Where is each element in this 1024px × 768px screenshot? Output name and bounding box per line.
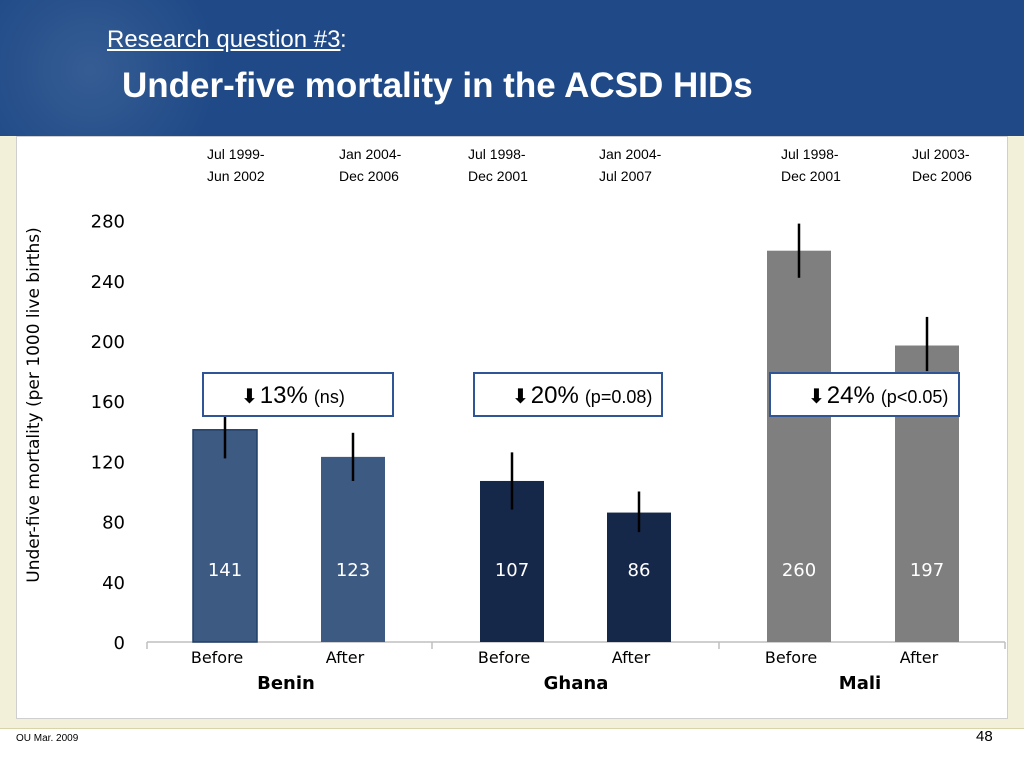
y-tick-label: 200 [91,332,125,353]
right-side-band [1008,136,1024,728]
down-arrow-icon: ⬇ [512,384,529,408]
slide-header [0,0,1024,200]
change-annotation-box [769,372,960,417]
bottom-band [0,719,1024,729]
data-label: 141 [208,560,242,581]
percent-change: 20% [531,382,579,409]
period-end: Jun 2002 [207,168,265,184]
footer-date: OU Mar. 2009 [16,733,79,744]
x-tick-label: Before [191,648,243,667]
y-axis-label: Under-five mortality (per 1000 live birt… [24,227,44,583]
bar-benin-before [192,429,258,643]
significance-note: (p<0.05) [881,387,949,407]
y-tick-label: 240 [91,272,125,293]
significance-note: (ns) [314,387,345,407]
change-annotation-text: ⬇20% (p=0.08) [512,382,652,409]
period-end: Dec 2006 [912,168,972,184]
period-end: Dec 2001 [468,168,528,184]
y-tick-label: 280 [91,212,125,233]
period-start: Jul 1999- [207,146,265,162]
country-label: Mali [839,673,881,694]
data-label: 123 [336,560,370,581]
percent-change: 13% [260,382,308,409]
data-label: 260 [782,560,816,581]
bar-ghana-after [607,512,671,642]
bar-chart: Under-five mortality (per 1000 live birt… [24,146,1006,694]
country-label: Ghana [544,673,609,694]
period-end: Dec 2006 [339,168,399,184]
left-side-band [0,136,16,728]
change-annotation-text: ⬇13% (ns) [241,382,345,409]
down-arrow-icon: ⬇ [241,384,258,408]
chart-frame: Under-five mortality (per 1000 live birt… [16,136,1008,719]
x-tick-label: After [326,648,365,667]
period-start: Jul 1998- [468,146,526,162]
change-annotation-box [202,372,394,417]
bar-benin-after [321,456,385,642]
slide-number: 48 [976,728,993,745]
period-end: Dec 2001 [781,168,841,184]
data-label: 197 [910,560,944,581]
slide-title: Under-five mortality in the ACSD HIDs [122,66,753,105]
period-start: Jul 2003- [912,146,970,162]
period-start: Jan 2004- [339,146,402,162]
research-question-colon: : [340,26,347,53]
bar-mali-before [767,250,831,642]
y-tick-label: 40 [102,573,125,594]
change-annotation-box [473,372,663,417]
x-tick-label: Before [478,648,530,667]
down-arrow-icon: ⬇ [808,384,825,408]
x-tick-label: Before [765,648,817,667]
significance-note: (p=0.08) [585,387,653,407]
footer-divider [0,728,1024,729]
x-tick-label: After [900,648,939,667]
y-tick-label: 120 [91,452,125,473]
x-tick-label: After [612,648,651,667]
change-annotation-text: ⬇24% (p<0.05) [808,382,948,409]
period-end: Jul 2007 [599,168,652,184]
y-tick-label: 160 [91,392,125,413]
y-tick-label: 80 [102,513,125,534]
research-question-link[interactable]: Research question #3 [107,26,341,53]
data-label: 107 [495,560,529,581]
period-start: Jul 1998- [781,146,839,162]
period-start: Jan 2004- [599,146,662,162]
data-label: 86 [628,560,651,581]
percent-change: 24% [827,382,875,409]
y-tick-label: 0 [114,633,125,654]
country-label: Benin [257,673,315,694]
